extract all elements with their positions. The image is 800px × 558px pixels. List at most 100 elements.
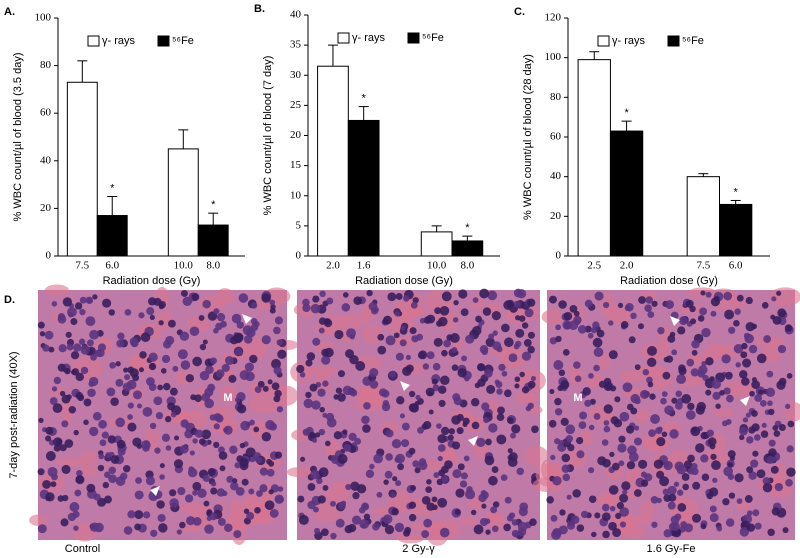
dose-label: 10.0 (174, 260, 194, 272)
cell-nucleus (481, 348, 489, 356)
cell-nucleus (115, 361, 121, 367)
cell-nucleus (491, 525, 499, 533)
cell-nucleus (633, 489, 642, 497)
significance-mark: * (624, 107, 629, 119)
cell-nucleus (456, 427, 464, 435)
legend-label: ⁵⁶Fe (172, 35, 194, 47)
cell-nucleus (451, 364, 459, 371)
cell-nucleus (245, 371, 255, 382)
cell-nucleus (576, 524, 585, 532)
rbc-patch (313, 502, 341, 523)
cell-nucleus (391, 438, 402, 449)
y-tick-label: 0 (46, 250, 52, 262)
cell-nucleus (215, 322, 223, 331)
cell-nucleus (213, 423, 220, 430)
cell-nucleus (51, 301, 58, 307)
cell-nucleus (79, 296, 87, 304)
cell-nucleus (180, 419, 189, 428)
cell-nucleus (335, 518, 345, 528)
cell-nucleus (153, 396, 163, 406)
cell-nucleus (443, 339, 452, 348)
cell-nucleus (418, 350, 428, 360)
cell-nucleus (549, 337, 558, 345)
cell-nucleus (157, 384, 164, 391)
cell-nucleus (330, 500, 337, 507)
cell-nucleus (318, 467, 329, 478)
cell-nucleus (269, 307, 276, 314)
cell-nucleus (480, 489, 487, 497)
rbc-patch (541, 309, 565, 325)
cell-nucleus (349, 389, 358, 397)
cell-nucleus (241, 478, 249, 486)
cell-nucleus (588, 467, 595, 474)
cell-nucleus (503, 389, 512, 398)
cell-nucleus (245, 447, 256, 458)
cell-nucleus (657, 426, 663, 432)
cell-nucleus (591, 531, 597, 538)
cell-nucleus (709, 513, 719, 523)
cell-nucleus (518, 315, 526, 322)
cell-nucleus (80, 366, 89, 375)
cell-nucleus (437, 444, 446, 452)
bar (686, 176, 720, 257)
cell-nucleus (470, 509, 477, 516)
cell-nucleus (373, 453, 384, 464)
cell-nucleus (700, 454, 709, 463)
cell-nucleus (739, 426, 748, 436)
cell-nucleus (180, 444, 189, 454)
cell-nucleus (397, 463, 404, 471)
cell-nucleus (774, 482, 784, 492)
cell-nucleus (362, 424, 371, 433)
cell-nucleus (767, 528, 775, 537)
cell-nucleus (724, 309, 735, 320)
cell-nucleus (228, 374, 237, 383)
cell-nucleus (504, 337, 514, 348)
cell-nucleus (459, 480, 468, 488)
cell-nucleus (182, 296, 193, 307)
cell-nucleus (638, 459, 648, 469)
cell-nucleus (614, 396, 621, 403)
megakaryocyte-label: M (573, 392, 582, 404)
cell-nucleus (577, 325, 587, 334)
megakaryocyte-label: M (223, 392, 232, 404)
cell-nucleus (727, 450, 736, 459)
cell-nucleus (233, 530, 242, 539)
cell-nucleus (452, 393, 461, 402)
cell-nucleus (302, 428, 310, 436)
cell-nucleus (176, 529, 183, 535)
cell-nucleus (169, 489, 177, 497)
cell-nucleus (124, 308, 132, 316)
cell-nucleus (765, 387, 776, 398)
cell-nucleus (550, 454, 556, 461)
cell-nucleus (145, 377, 155, 386)
cell-nucleus (42, 344, 50, 352)
cell-nucleus (650, 414, 660, 424)
cell-nucleus (161, 433, 171, 442)
cell-nucleus (523, 339, 532, 347)
y-tick-label: 120 (545, 12, 562, 24)
cell-nucleus (199, 370, 210, 381)
cell-nucleus (127, 510, 136, 519)
cell-nucleus (412, 460, 420, 468)
cell-nucleus (39, 331, 46, 337)
rbc-patch (459, 516, 478, 526)
cell-nucleus (425, 486, 433, 494)
cell-nucleus (511, 424, 521, 434)
cell-nucleus (592, 321, 600, 329)
cell-nucleus (619, 493, 629, 503)
cell-nucleus (638, 296, 646, 304)
cell-nucleus (739, 370, 748, 379)
cell-nucleus (488, 333, 495, 340)
cell-nucleus (157, 513, 166, 523)
y-tick-label: 80 (40, 59, 52, 71)
cell-nucleus (484, 455, 495, 466)
cell-nucleus (106, 387, 116, 397)
cell-nucleus (87, 298, 93, 304)
cell-nucleus (711, 460, 721, 470)
cell-nucleus (491, 466, 499, 473)
cell-nucleus (366, 289, 373, 297)
cell-nucleus (471, 421, 480, 430)
cell-nucleus (255, 456, 263, 464)
cell-nucleus (149, 422, 157, 430)
cell-nucleus (530, 376, 536, 382)
